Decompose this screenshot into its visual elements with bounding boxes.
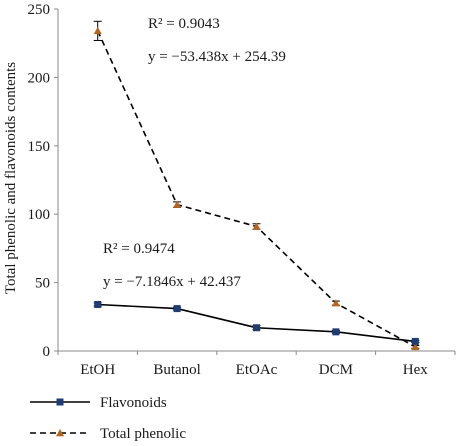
y-axis-label: Total phenolic and flavonoids contents (3, 62, 19, 294)
legend-marker (56, 429, 64, 437)
series-line (96, 30, 416, 348)
r-squared-annotation: R² = 0.9474 (103, 241, 175, 257)
data-point (173, 200, 182, 208)
data-point (173, 305, 181, 313)
regression-equation: y = −7.1846x + 42.437 (103, 274, 241, 290)
y-tick-label: 250 (28, 2, 51, 18)
series-flavonoids (93, 300, 420, 345)
series-line (97, 303, 416, 343)
regression-equation: y = −53.438x + 254.39 (148, 49, 286, 65)
x-tick-label: EtOH (80, 362, 115, 378)
x-tick-label: EtOAc (236, 362, 278, 378)
x-tick-label: Butanol (153, 362, 201, 378)
legend-label: Flavonoids (100, 395, 167, 411)
legend-label: Total phenolic (100, 426, 186, 441)
data-point (94, 300, 102, 308)
r-squared-annotation: R² = 0.9043 (148, 16, 220, 32)
data-point (252, 222, 261, 230)
y-tick-label: 150 (28, 139, 51, 155)
legend-marker (56, 398, 64, 406)
data-point (411, 342, 420, 351)
data-point (331, 299, 340, 307)
axes: 0 50 100 150 200 250 EtOH Butanol EtOAc DCM Hex (28, 2, 456, 378)
x-tick-label: Hex (403, 362, 428, 378)
data-point (93, 26, 102, 35)
y-tick-label: 100 (28, 207, 51, 223)
y-tick-label: 200 (28, 70, 51, 86)
y-tick-label: 50 (35, 276, 50, 292)
x-tick-label: DCM (319, 362, 353, 378)
annotations: R² = 0.9043 y = −53.438x + 254.39 R² = 0.9… (103, 16, 286, 290)
series-total-phenolic (93, 20, 420, 351)
data-point (332, 328, 340, 336)
series-layer (93, 20, 420, 351)
data-point (253, 324, 260, 332)
data-point (411, 337, 419, 345)
y-tick-label: 0 (43, 344, 51, 360)
legend: Flavonoids Total phenolic (30, 395, 186, 442)
